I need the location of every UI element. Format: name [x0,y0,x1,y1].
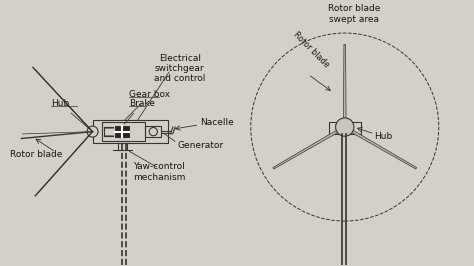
Circle shape [87,126,98,137]
Polygon shape [344,126,417,169]
Text: Hub: Hub [374,131,393,140]
Polygon shape [116,126,129,137]
Text: Electrical
switchgear
and control: Electrical switchgear and control [154,54,205,84]
Text: Rotor blade: Rotor blade [292,30,331,69]
Text: Rotor blade: Rotor blade [10,150,63,159]
Polygon shape [343,44,346,127]
Circle shape [336,118,354,136]
Text: Nacelle: Nacelle [201,118,234,127]
Text: Rotor blade
swept area: Rotor blade swept area [328,4,380,24]
Text: Hub: Hub [51,99,91,130]
Text: Generator: Generator [177,141,224,150]
Polygon shape [273,126,346,169]
Text: Gear box: Gear box [124,90,170,120]
Text: Yaw-control
mechanism: Yaw-control mechanism [133,162,185,182]
Text: Brake: Brake [124,99,155,124]
